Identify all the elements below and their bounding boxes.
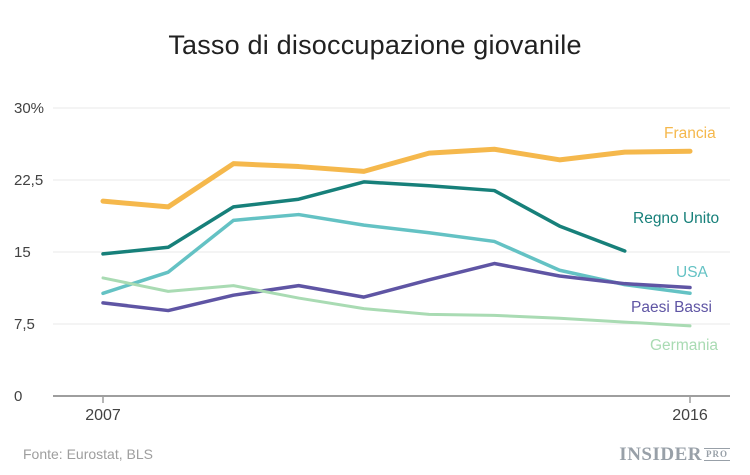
y-axis-tick-label: 15 (14, 244, 31, 261)
brand-logo: INSIDER PRO (619, 445, 730, 464)
series-label-usa: USA (676, 264, 709, 281)
brand-name: INSIDER (619, 444, 702, 465)
y-axis-tick-label: 7,5 (14, 316, 35, 333)
series-line-germania (101, 276, 692, 328)
y-axis-tick-label: 30% (14, 100, 44, 117)
y-axis-tick-label: 0 (14, 388, 22, 405)
series-label-francia: Francia (664, 125, 716, 142)
series-label-paesi-bassi: Paesi Bassi (631, 299, 712, 316)
page-title: Tasso di disoccupazione giovanile (168, 30, 582, 60)
y-axis-tick-label: 22,5 (14, 172, 43, 189)
series-line-francia (100, 146, 693, 210)
series-label-germania: Germania (650, 337, 718, 354)
brand-suffix: PRO (704, 448, 730, 461)
series-label-regno-unito: Regno Unito (633, 210, 719, 227)
series-line-regno-unito (101, 180, 627, 256)
series-line-usa (101, 212, 692, 296)
source-note: Fonte: Eurostat, BLS (23, 446, 153, 462)
x-axis-tick-label: 2016 (672, 407, 708, 424)
series-line-paesi-bassi (101, 261, 692, 313)
x-axis-tick-label: 2007 (85, 407, 121, 424)
